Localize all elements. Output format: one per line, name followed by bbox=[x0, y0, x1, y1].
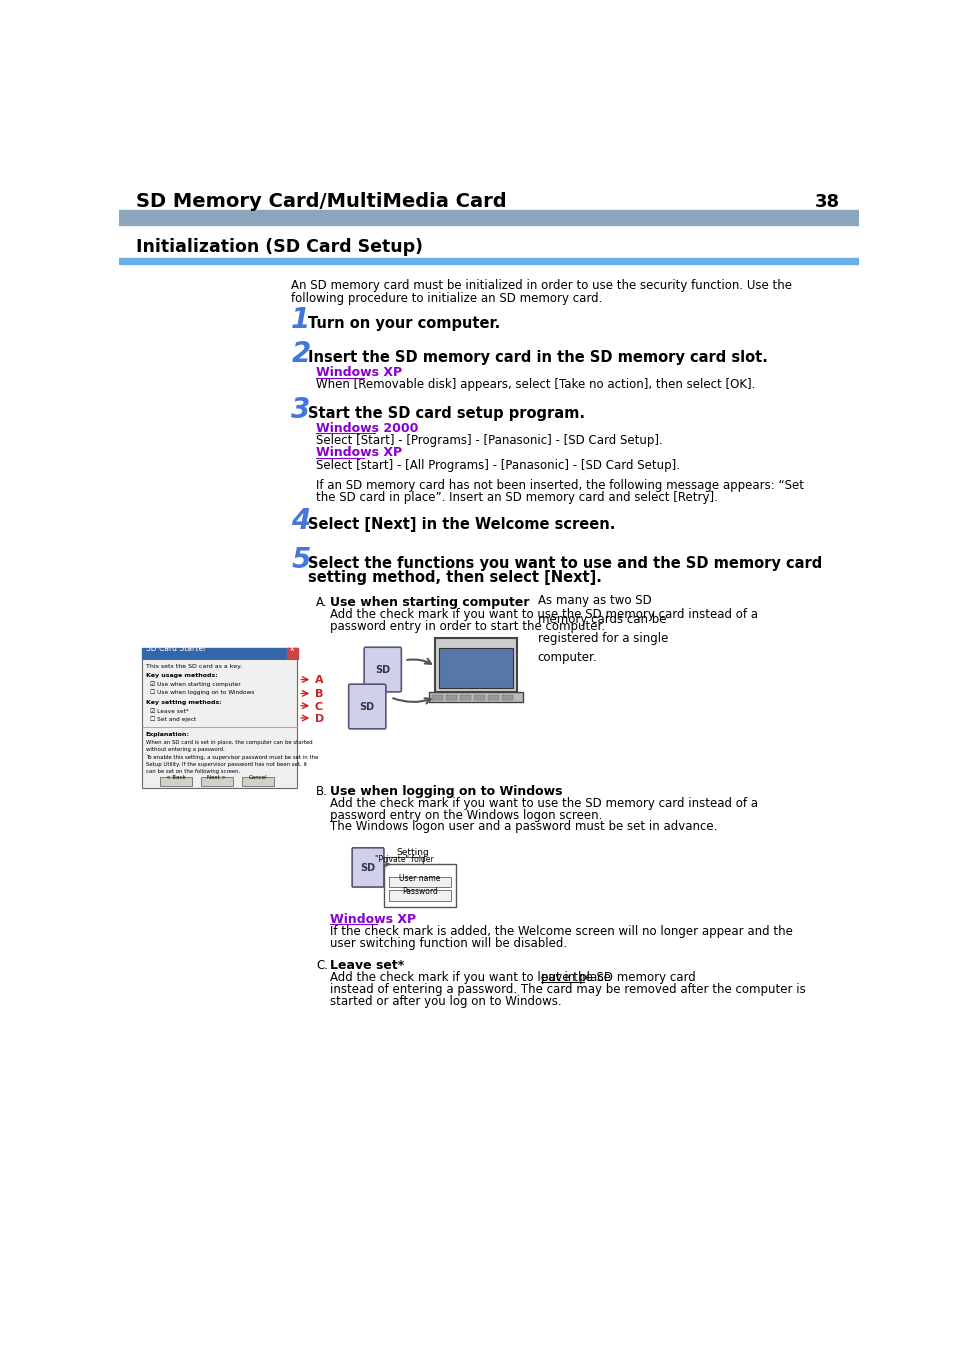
Text: B.: B. bbox=[315, 785, 328, 798]
Text: Add the check mark if you want to use the SD memory card instead of a: Add the check mark if you want to use th… bbox=[330, 797, 758, 811]
Text: Next >: Next > bbox=[207, 775, 226, 780]
Text: The Windows logon user and a password must be set in advance.: The Windows logon user and a password mu… bbox=[330, 820, 717, 834]
Text: Setting: Setting bbox=[395, 848, 428, 857]
Text: put in place: put in place bbox=[540, 971, 611, 985]
Text: Start the SD card setup program.: Start the SD card setup program. bbox=[307, 405, 584, 420]
Text: ☑ Leave set*: ☑ Leave set* bbox=[150, 709, 189, 713]
Text: user switching function will be disabled.: user switching function will be disabled… bbox=[330, 936, 567, 950]
Text: Add the check mark if you want to use the SD memory card instead of a: Add the check mark if you want to use th… bbox=[330, 608, 758, 621]
Bar bbox=[200, 777, 233, 786]
Text: C.: C. bbox=[315, 959, 328, 973]
Text: "Private" folder: "Private" folder bbox=[375, 855, 434, 865]
FancyBboxPatch shape bbox=[364, 647, 401, 692]
Bar bbox=[142, 648, 297, 659]
Text: setting method, then select [Next].: setting method, then select [Next]. bbox=[307, 570, 600, 585]
Text: ☐ Use when logging on to Windows: ☐ Use when logging on to Windows bbox=[150, 689, 254, 696]
Bar bbox=[446, 694, 456, 700]
Bar bbox=[142, 659, 297, 788]
Text: Key usage methods:: Key usage methods: bbox=[146, 673, 217, 678]
Text: started or after you log on to Windows.: started or after you log on to Windows. bbox=[330, 994, 561, 1008]
Text: password entry on the Windows logon screen.: password entry on the Windows logon scre… bbox=[330, 809, 601, 821]
Text: Use when starting computer: Use when starting computer bbox=[330, 596, 529, 609]
Bar bbox=[241, 777, 274, 786]
Text: the SD card in place”. Insert an SD memory card and select [Retry].: the SD card in place”. Insert an SD memo… bbox=[315, 490, 718, 504]
Text: Windows XP: Windows XP bbox=[315, 366, 402, 380]
Text: A.: A. bbox=[315, 596, 327, 609]
Text: Cancel: Cancel bbox=[249, 775, 267, 780]
Text: x: x bbox=[290, 644, 294, 653]
Text: Initialization (SD Card Setup): Initialization (SD Card Setup) bbox=[136, 238, 423, 257]
Text: SD Memory Card/MultiMedia Card: SD Memory Card/MultiMedia Card bbox=[136, 192, 506, 211]
FancyBboxPatch shape bbox=[352, 848, 383, 888]
Text: 38: 38 bbox=[814, 193, 840, 211]
Bar bbox=[501, 694, 513, 700]
Text: 3: 3 bbox=[291, 396, 311, 424]
Text: A: A bbox=[314, 676, 323, 685]
Text: As many as two SD
memory cards can be
registered for a single
computer.: As many as two SD memory cards can be re… bbox=[537, 594, 667, 665]
Text: B: B bbox=[314, 689, 322, 700]
Text: SD: SD bbox=[375, 666, 390, 676]
Bar bbox=[389, 890, 451, 901]
Text: This sets the SD card as a key.: This sets the SD card as a key. bbox=[146, 663, 241, 669]
Text: Select [start] - [All Programs] - [Panasonic] - [SD Card Setup].: Select [start] - [All Programs] - [Panas… bbox=[315, 458, 679, 471]
Text: 1: 1 bbox=[291, 305, 311, 334]
Bar bbox=[439, 648, 513, 688]
Text: can be set on the following screen.: can be set on the following screen. bbox=[146, 769, 240, 774]
Text: Select [Next] in the Welcome screen.: Select [Next] in the Welcome screen. bbox=[307, 516, 615, 532]
Bar bbox=[119, 209, 858, 226]
Text: When [Removable disk] appears, select [Take no action], then select [OK].: When [Removable disk] appears, select [T… bbox=[315, 378, 755, 392]
Bar bbox=[385, 858, 422, 865]
Text: Explanation:: Explanation: bbox=[146, 732, 190, 736]
Text: ☐ Set and eject: ☐ Set and eject bbox=[150, 716, 196, 723]
Text: Key setting methods:: Key setting methods: bbox=[146, 700, 221, 705]
Text: If the check mark is added, the Welcome screen will no longer appear and the: If the check mark is added, the Welcome … bbox=[330, 925, 792, 938]
Text: ☑ Use when starting computer: ☑ Use when starting computer bbox=[150, 681, 241, 686]
Text: If an SD memory card has not been inserted, the following message appears: “Set: If an SD memory card has not been insert… bbox=[315, 478, 803, 492]
Text: Windows 2000: Windows 2000 bbox=[315, 422, 418, 435]
Text: Leave set*: Leave set* bbox=[330, 959, 404, 973]
Bar bbox=[432, 694, 443, 700]
Text: Password: Password bbox=[401, 888, 437, 897]
Text: Windows XP: Windows XP bbox=[315, 446, 402, 459]
Bar bbox=[159, 777, 192, 786]
Text: 2: 2 bbox=[291, 340, 311, 369]
Text: User name: User name bbox=[399, 874, 440, 884]
Bar bbox=[459, 694, 471, 700]
Bar bbox=[435, 638, 517, 692]
Text: Add the check mark if you want to leave the SD memory card: Add the check mark if you want to leave … bbox=[330, 971, 699, 985]
Text: C: C bbox=[314, 701, 322, 712]
Bar bbox=[384, 865, 456, 908]
Text: instead of entering a password. The card may be removed after the computer is: instead of entering a password. The card… bbox=[330, 984, 805, 996]
Text: Select the functions you want to use and the SD memory card: Select the functions you want to use and… bbox=[307, 555, 821, 571]
Text: D: D bbox=[314, 713, 323, 724]
Text: To enable this setting, a supervisor password must be set in the: To enable this setting, a supervisor pas… bbox=[146, 755, 317, 759]
Text: Windows XP: Windows XP bbox=[330, 913, 416, 925]
Text: 5: 5 bbox=[291, 546, 311, 574]
Bar bbox=[474, 694, 484, 700]
Bar bbox=[429, 692, 522, 703]
FancyBboxPatch shape bbox=[348, 684, 385, 728]
Text: Turn on your computer.: Turn on your computer. bbox=[307, 316, 499, 331]
Bar bbox=[119, 258, 858, 263]
Text: following procedure to initialize an SD memory card.: following procedure to initialize an SD … bbox=[291, 292, 602, 305]
Text: SD: SD bbox=[360, 862, 375, 873]
Text: without entering a password.: without entering a password. bbox=[146, 747, 224, 753]
Text: An SD memory card must be initialized in order to use the security function. Use: An SD memory card must be initialized in… bbox=[291, 280, 792, 292]
Text: When an SD card is set in place, the computer can be started: When an SD card is set in place, the com… bbox=[146, 740, 312, 746]
Text: password entry in order to start the computer.: password entry in order to start the com… bbox=[330, 620, 604, 632]
Text: Use when logging on to Windows: Use when logging on to Windows bbox=[330, 785, 562, 798]
Bar bbox=[488, 694, 498, 700]
Text: Select [Start] - [Programs] - [Panasonic] - [SD Card Setup].: Select [Start] - [Programs] - [Panasonic… bbox=[315, 434, 662, 447]
Bar bbox=[389, 877, 451, 888]
Text: SD: SD bbox=[359, 703, 375, 712]
Text: Insert the SD memory card in the SD memory card slot.: Insert the SD memory card in the SD memo… bbox=[307, 350, 766, 365]
Text: < Back: < Back bbox=[166, 775, 186, 780]
Text: SD Card Starter: SD Card Starter bbox=[146, 644, 206, 653]
Text: 4: 4 bbox=[291, 507, 311, 535]
Bar bbox=[286, 648, 297, 659]
Text: Setup Utility. If the supervisor password has not been set, it: Setup Utility. If the supervisor passwor… bbox=[146, 762, 307, 767]
